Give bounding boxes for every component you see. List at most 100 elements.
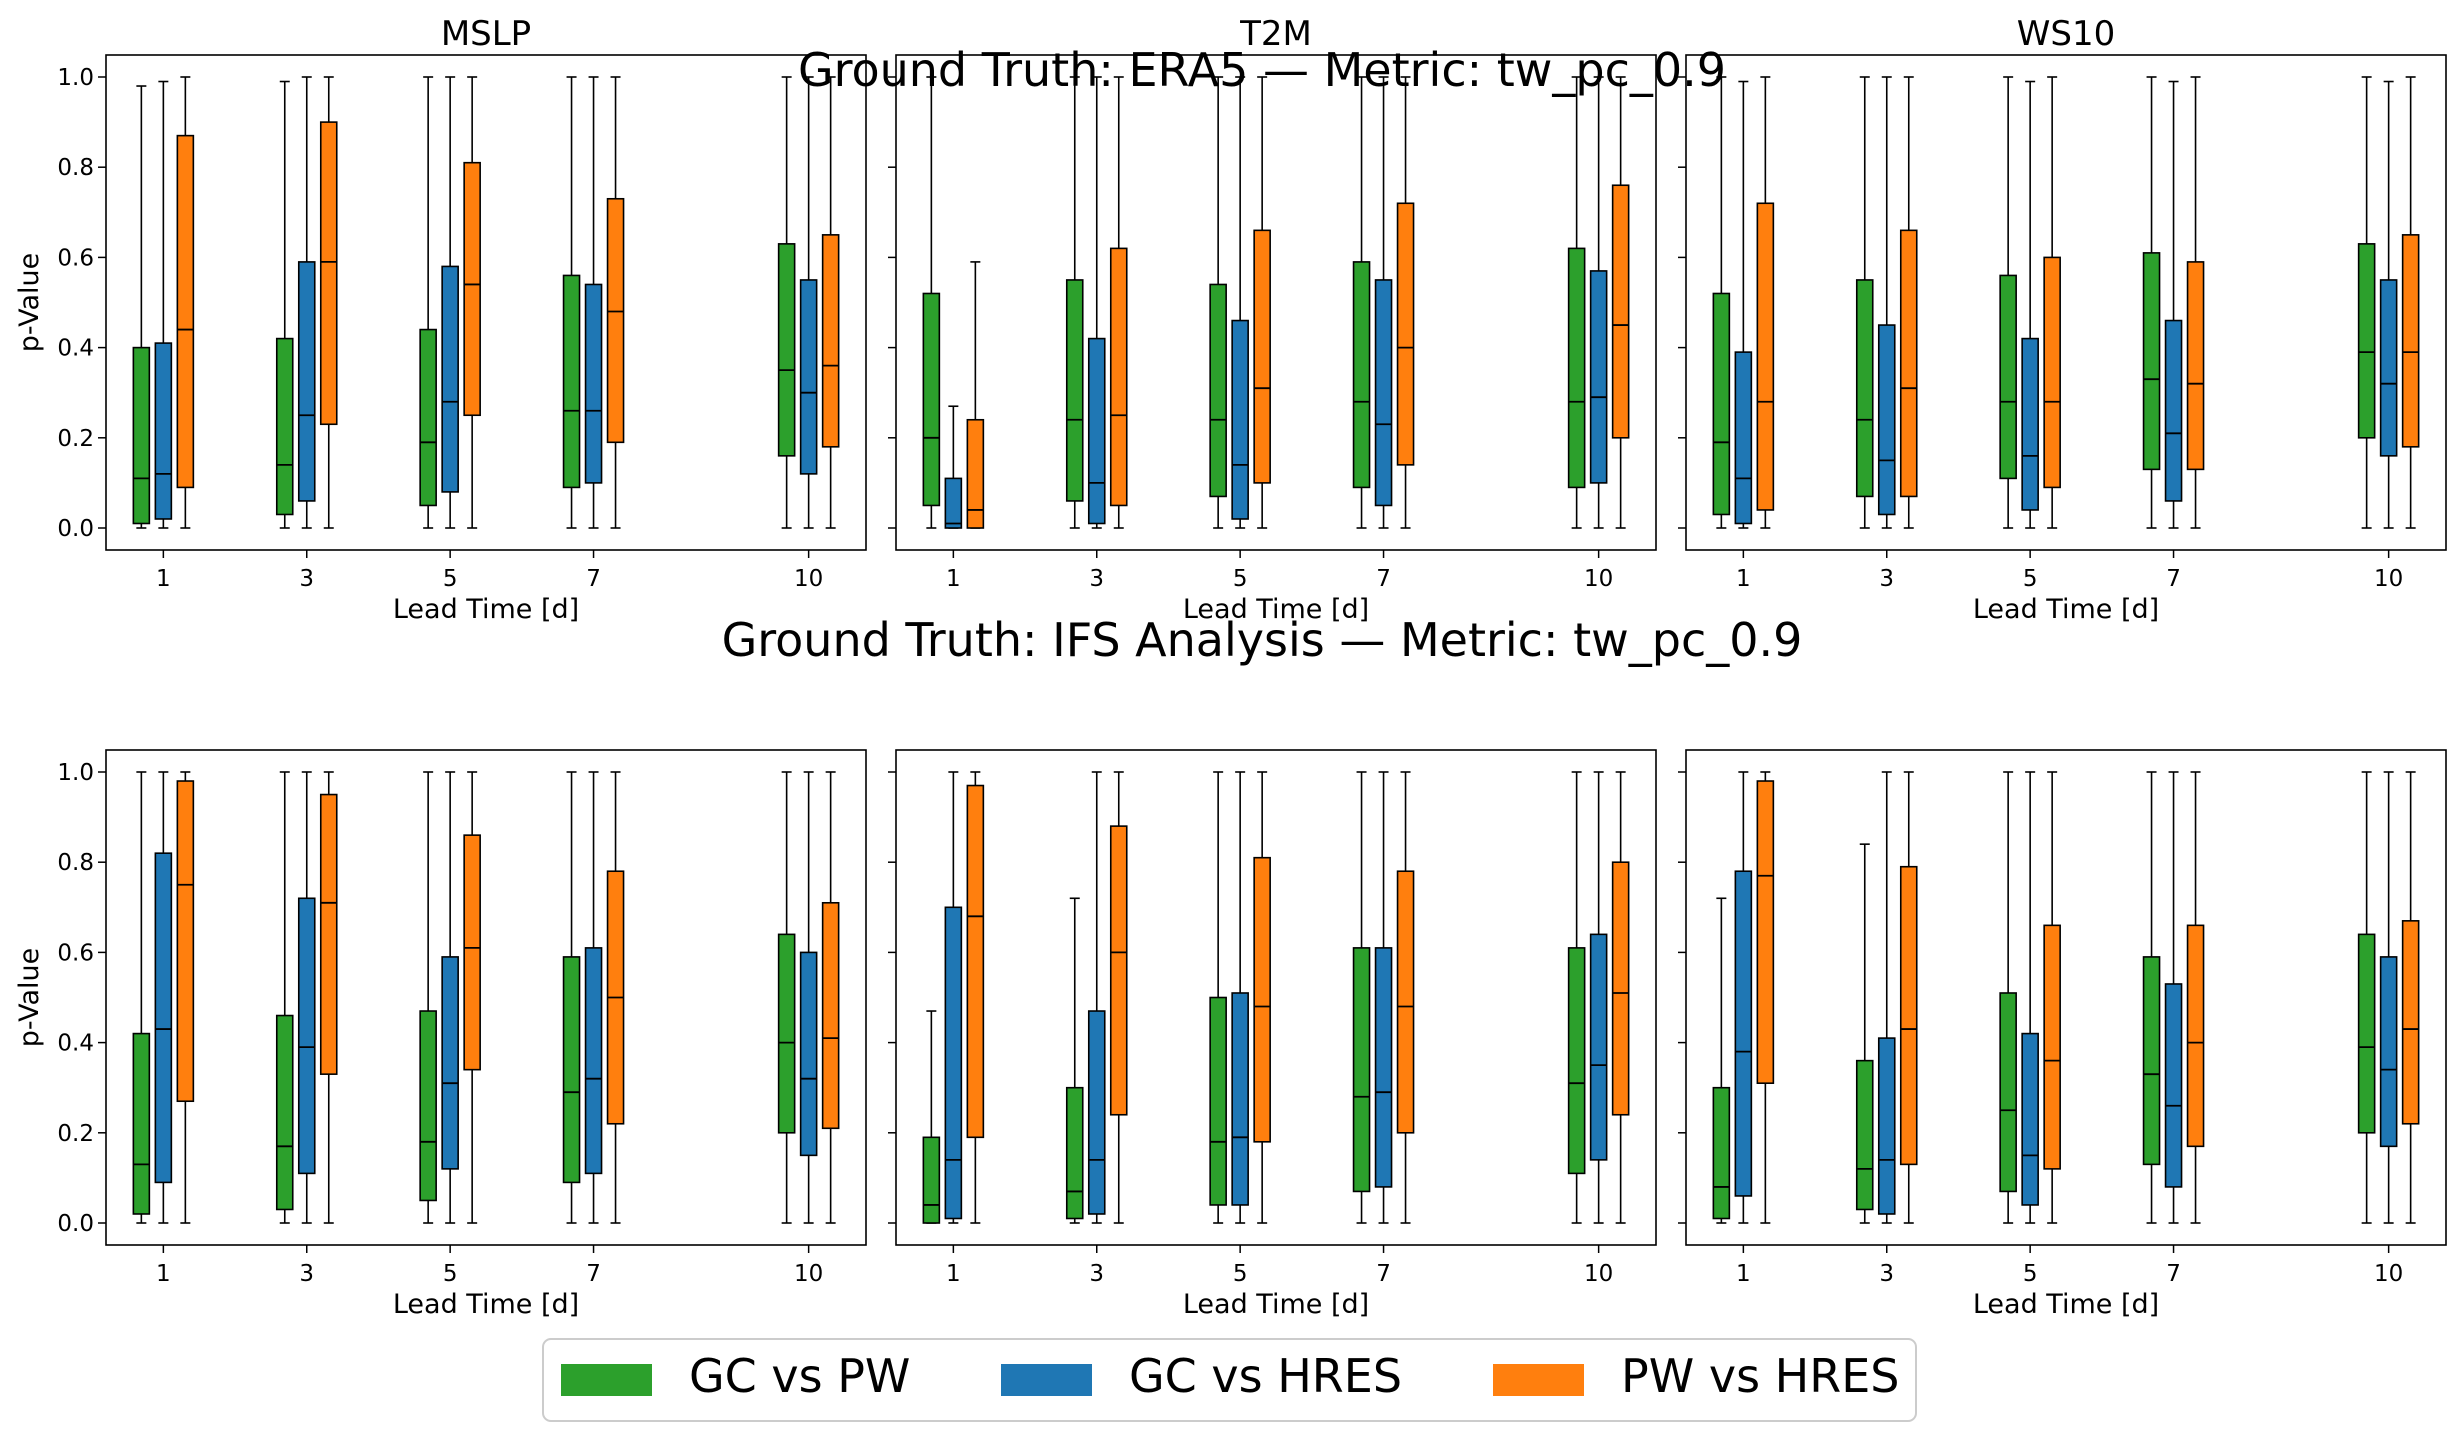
box-pw-vs-hres-3	[1899, 76, 1918, 529]
box-pw-vs-hres-1	[176, 771, 195, 1224]
box-iqr	[944, 477, 963, 529]
box-iqr	[2357, 243, 2376, 439]
x-tick-label: 1	[156, 566, 171, 592]
box-pw-vs-hres-1	[1756, 771, 1775, 1224]
box-iqr	[1209, 283, 1227, 498]
x-axis-label: Lead Time [d]	[393, 594, 579, 625]
x-tick-label: 1	[946, 1261, 961, 1287]
box-pw-vs-hres-10	[2401, 76, 2420, 529]
box-gc-vs-pw-5	[1209, 76, 1227, 529]
box-iqr	[584, 283, 603, 484]
x-tick-label: 1	[1736, 1261, 1751, 1287]
box-gc-vs-pw-3	[275, 771, 294, 1224]
box-gc-vs-hres-10	[1589, 76, 1608, 529]
x-tick-label: 3	[1879, 566, 1894, 592]
box-iqr	[463, 161, 481, 417]
x-tick-label: 3	[1879, 1261, 1894, 1287]
box-gc-vs-hres-1	[1734, 80, 1753, 529]
box-gc-vs-pw-3	[275, 80, 294, 529]
panel-era5-ws10: WS10 1 3 5 7 10 Lead Time [d]	[1678, 14, 2447, 625]
box-iqr	[1253, 856, 1271, 1143]
box-pw-vs-hres-10	[1611, 76, 1630, 529]
x-tick-label: 3	[1089, 566, 1104, 592]
box-iqr	[777, 933, 796, 1134]
box-gc-vs-pw-1	[132, 85, 151, 529]
box-pw-vs-hres-7	[1396, 771, 1415, 1224]
box-gc-vs-hres-10	[799, 76, 818, 529]
box-gc-vs-pw-7	[2142, 771, 2161, 1224]
box-gc-vs-pw-1	[1712, 897, 1731, 1224]
box-gc-vs-hres-7	[584, 771, 603, 1224]
box-gc-vs-hres-5	[441, 76, 459, 529]
box-iqr	[584, 947, 603, 1175]
x-axis-label: Lead Time [d]	[1973, 594, 2159, 625]
box-iqr	[1611, 184, 1630, 439]
box-iqr	[1065, 279, 1084, 502]
y-tick-label: 0.6	[57, 245, 94, 271]
x-tick-label: 10	[1584, 566, 1613, 592]
box-gc-vs-hres-3	[1087, 76, 1106, 529]
box-iqr	[1253, 229, 1271, 484]
box-gc-vs-hres-5	[1231, 76, 1249, 529]
box-iqr	[297, 897, 316, 1175]
box-iqr	[1109, 825, 1128, 1116]
box-pw-vs-hres-7	[606, 76, 625, 529]
x-axis-label: Lead Time [d]	[1183, 1289, 1369, 1320]
box-iqr	[2401, 234, 2420, 448]
box-pw-vs-hres-7	[2186, 76, 2205, 529]
box-gc-vs-pw-10	[1567, 771, 1586, 1224]
box-gc-vs-hres-7	[584, 76, 603, 529]
legend-frame	[542, 1338, 1917, 1422]
x-tick-label: 5	[1233, 566, 1248, 592]
legend: GC vs PW GC vs HRES PW vs HRES	[542, 1338, 1917, 1422]
box-iqr	[1352, 261, 1371, 489]
box-gc-vs-pw-5	[419, 76, 437, 529]
box-iqr	[2021, 1032, 2039, 1206]
y-axis-label: p-Value	[14, 948, 45, 1047]
box-iqr	[944, 906, 963, 1220]
box-iqr	[966, 418, 985, 529]
box-iqr	[1231, 992, 1249, 1206]
box-pw-vs-hres-5	[1253, 76, 1271, 529]
box-gc-vs-hres-7	[2164, 80, 2183, 529]
box-gc-vs-hres-7	[2164, 771, 2183, 1224]
box-iqr	[1109, 247, 1128, 507]
x-tick-label: 5	[2023, 1261, 2038, 1287]
box-gc-vs-hres-1	[944, 405, 963, 529]
box-iqr	[1999, 274, 2017, 480]
x-tick-label: 7	[586, 566, 601, 592]
box-pw-vs-hres-10	[821, 771, 840, 1224]
panel-ifs-ws10: 1 3 5 7 10 Lead Time [d]	[1678, 749, 2447, 1320]
box-pw-vs-hres-1	[1756, 76, 1775, 529]
panel-frame	[105, 54, 867, 551]
box-gc-vs-pw-10	[777, 76, 796, 529]
box-gc-vs-pw-1	[132, 771, 151, 1224]
box-iqr	[463, 834, 481, 1071]
box-iqr	[275, 1014, 294, 1211]
box-gc-vs-hres-1	[154, 80, 173, 529]
plot-area: MSLP 0.0 0.2 0.4 0.6 0.8 1.0 p-Value 1 3 5 7 10 Lead …	[14, 14, 2447, 1320]
box-gc-vs-pw-3	[1065, 76, 1084, 529]
box-gc-vs-hres-5	[441, 771, 459, 1224]
box-gc-vs-pw-3	[1065, 897, 1084, 1224]
box-gc-vs-pw-7	[562, 76, 581, 529]
box-iqr	[1589, 270, 1608, 484]
box-pw-vs-hres-1	[966, 261, 985, 529]
x-tick-label: 5	[2023, 566, 2038, 592]
x-tick-label: 1	[946, 566, 961, 592]
box-iqr	[1855, 279, 1874, 498]
box-pw-vs-hres-3	[319, 771, 338, 1224]
box-pw-vs-hres-1	[966, 771, 985, 1224]
y-tick-label: 1.0	[57, 760, 94, 786]
box-pw-vs-hres-3	[319, 76, 338, 529]
box-gc-vs-pw-10	[777, 771, 796, 1224]
box-iqr	[319, 793, 338, 1075]
box-iqr	[1567, 247, 1586, 489]
x-tick-label: 10	[794, 1261, 823, 1287]
panel-frame	[1685, 54, 2447, 551]
box-iqr	[176, 780, 195, 1103]
box-gc-vs-pw-7	[1352, 771, 1371, 1224]
box-iqr	[1899, 229, 1918, 498]
y-tick-label: 0.8	[57, 155, 94, 181]
